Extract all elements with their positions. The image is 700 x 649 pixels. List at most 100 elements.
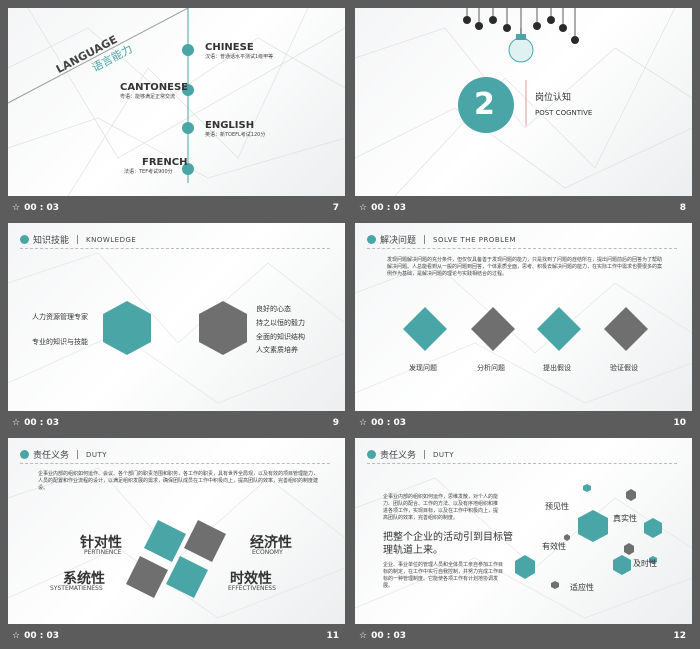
slide-footer: ☆ 00 : 03 11 [8, 626, 345, 646]
slide-header: 责任义务 DUTY [20, 448, 107, 461]
economy-en: ECONOMY [252, 549, 283, 556]
english-desc: 英语：新TOEFL考试120分 [205, 132, 266, 138]
left-item-1: 人力资源管理专家 [32, 313, 88, 321]
right-item-3: 全面的知识结构 [256, 333, 305, 341]
hex-label-timeliness: 及时性 [633, 559, 657, 568]
background-web [8, 8, 345, 196]
hanging-bulbs [466, 8, 576, 36]
transition-time: 00 : 03 [371, 203, 406, 213]
right-item-4: 人文素质培养 [256, 346, 298, 354]
effectiveness-cn: 时效性 [230, 571, 272, 587]
header-dot-icon [20, 235, 29, 244]
header-cn: 责任义务 [380, 451, 417, 461]
header-divider [367, 463, 677, 464]
slide-10: 解决问题 SOLVE THE PROBLEM 发现问题解决问题的充分条件，但仅仅… [355, 223, 692, 411]
star-icon: ☆ [359, 203, 368, 213]
step-2-label: 分析问题 [477, 364, 505, 372]
cantonese-label: CANTONESE [120, 82, 189, 93]
english-label: ENGLISH [205, 120, 255, 131]
header-dot-icon [367, 235, 376, 244]
header-divider [20, 463, 330, 464]
star-icon: ☆ [12, 203, 21, 213]
hex-label-validity: 有效性 [542, 542, 566, 551]
star-icon: ☆ [12, 418, 21, 428]
systematiness-en: SYSTEMATIENESS [50, 585, 103, 592]
hex-label-adaptability: 适应性 [570, 583, 594, 592]
right-item-2: 持之以恒的毅力 [256, 319, 305, 327]
slide-thumbnail-9[interactable]: 知识技能 KNOWLEDGE 人力资源管理专家 专业的知识与技能 良好的心态 持… [8, 223, 345, 431]
header-en: DUTY [86, 450, 108, 459]
hex-label-foresight: 预见性 [545, 502, 569, 511]
cantonese-desc: 粤语：能够满足正常交流 [120, 94, 176, 100]
chinese-label: CHINESE [205, 42, 254, 53]
slide-footer: ☆ 00 : 03 10 [355, 413, 692, 433]
slide-number: 11 [326, 631, 339, 641]
slide-8: 2 岗位认知 POST COGNTIVE [355, 8, 692, 196]
slide-header: 知识技能 KNOWLEDGE [20, 233, 136, 246]
slide-thumbnail-7[interactable]: LANGUAGE 语言能力 CHINESE 汉语：普通话水平测试1级甲等 CAN… [8, 8, 345, 216]
slide-thumbnail-11[interactable]: 责任义务 DUTY 企事业内部的组织如何运作、会议、各个部门的职责范围和职务，各… [8, 438, 345, 641]
problem-paragraph: 发现问题解决问题的充分条件，但仅仅具备善于发现问题的能力，只是找到了问题的症结所… [387, 257, 663, 277]
background-web [355, 477, 692, 619]
header-en: DUTY [433, 450, 455, 459]
star-icon: ☆ [359, 631, 368, 641]
effectiveness-en: EFFECTIVENESS [228, 585, 276, 592]
slide-footer: ☆ 00 : 03 12 [355, 626, 692, 646]
pertinence-cn: 针对性 [80, 535, 122, 551]
french-label: FRENCH [142, 157, 188, 168]
slide-footer: ☆ 00 : 03 9 [8, 413, 345, 433]
slide-number: 9 [332, 418, 339, 428]
hex-label-authenticity: 真实性 [613, 514, 637, 523]
duty-paragraph: 企事业内部的组织如何运作，思维发散，对个人的能力、团队的配合、工作的方法、以及有… [383, 494, 499, 521]
step-3-label: 提出假设 [543, 364, 571, 372]
french-desc: 法语：TEF考试900分 [124, 169, 173, 175]
star-icon: ☆ [12, 631, 21, 641]
header-dot-icon [367, 450, 376, 459]
slide-number: 7 [332, 203, 339, 213]
header-cn: 解决问题 [380, 236, 417, 246]
transition-time: 00 : 03 [24, 418, 59, 428]
duty-body: 企业、事业单位的管理人员和全体员工亲自参加工作目标的制定，在工作中实行自我控制，… [383, 562, 504, 589]
header-en: KNOWLEDGE [86, 235, 137, 244]
slide-number: 8 [679, 203, 686, 213]
header-divider [20, 248, 330, 249]
transition-time: 00 : 03 [371, 631, 406, 641]
background-web [355, 8, 692, 196]
header-cn: 责任义务 [33, 451, 70, 461]
slide-header: 责任义务 DUTY [367, 448, 454, 461]
slide-footer: ☆ 00 : 03 8 [355, 198, 692, 218]
transition-time: 00 : 03 [24, 203, 59, 213]
slide-9: 知识技能 KNOWLEDGE 人力资源管理专家 专业的知识与技能 良好的心态 持… [8, 223, 345, 411]
background-web [8, 252, 345, 404]
pertinence-en: PERTINENCE [84, 549, 122, 556]
header-cn: 知识技能 [33, 236, 70, 246]
slide-number: 12 [673, 631, 686, 641]
slide-thumbnail-8[interactable]: 2 岗位认知 POST COGNTIVE ☆ 00 : 03 8 [355, 8, 692, 216]
header-divider [367, 248, 677, 249]
slide-12: 责任义务 DUTY 企事业内部的组织如何运作，思维发散，对个人的能力、团队的配合… [355, 438, 692, 624]
left-item-2: 专业的知识与技能 [32, 338, 88, 346]
economy-cn: 经济性 [250, 535, 292, 551]
slide-thumbnail-12[interactable]: 责任义务 DUTY 企事业内部的组织如何运作，思维发散，对个人的能力、团队的配合… [355, 438, 692, 641]
systematiness-cn: 系统性 [63, 571, 105, 587]
header-en: SOLVE THE PROBLEM [433, 235, 516, 244]
chinese-desc: 汉语：普通话水平测试1级甲等 [205, 54, 274, 60]
step-1-label: 发现问题 [409, 364, 437, 372]
transition-time: 00 : 03 [24, 631, 59, 641]
right-item-1: 良好的心态 [256, 305, 291, 313]
slide-footer: ☆ 00 : 03 7 [8, 198, 345, 218]
slide-11: 责任义务 DUTY 企事业内部的组织如何运作、会议、各个部门的职责范围和职务，各… [8, 438, 345, 624]
section-title-en: POST COGNTIVE [535, 109, 593, 117]
header-dot-icon [20, 450, 29, 459]
section-title-cn: 岗位认知 [535, 93, 572, 103]
slide-header: 解决问题 SOLVE THE PROBLEM [367, 233, 516, 246]
duty-paragraph: 企事业内部的组织如何运作、会议、各个部门的职责范围和职务，各工作的职责，具有世界… [38, 471, 319, 491]
duty-headline: 把整个企业的活动引到目标管理轨道上来。 [383, 532, 513, 556]
step-4-label: 验证假设 [610, 364, 638, 372]
background-web [8, 467, 345, 619]
slide-7: LANGUAGE 语言能力 CHINESE 汉语：普通话水平测试1级甲等 CAN… [8, 8, 345, 196]
slide-thumbnail-10[interactable]: 解决问题 SOLVE THE PROBLEM 发现问题解决问题的充分条件，但仅仅… [355, 223, 692, 431]
background-web [355, 262, 692, 404]
star-icon: ☆ [359, 418, 368, 428]
slide-number: 10 [673, 418, 686, 428]
